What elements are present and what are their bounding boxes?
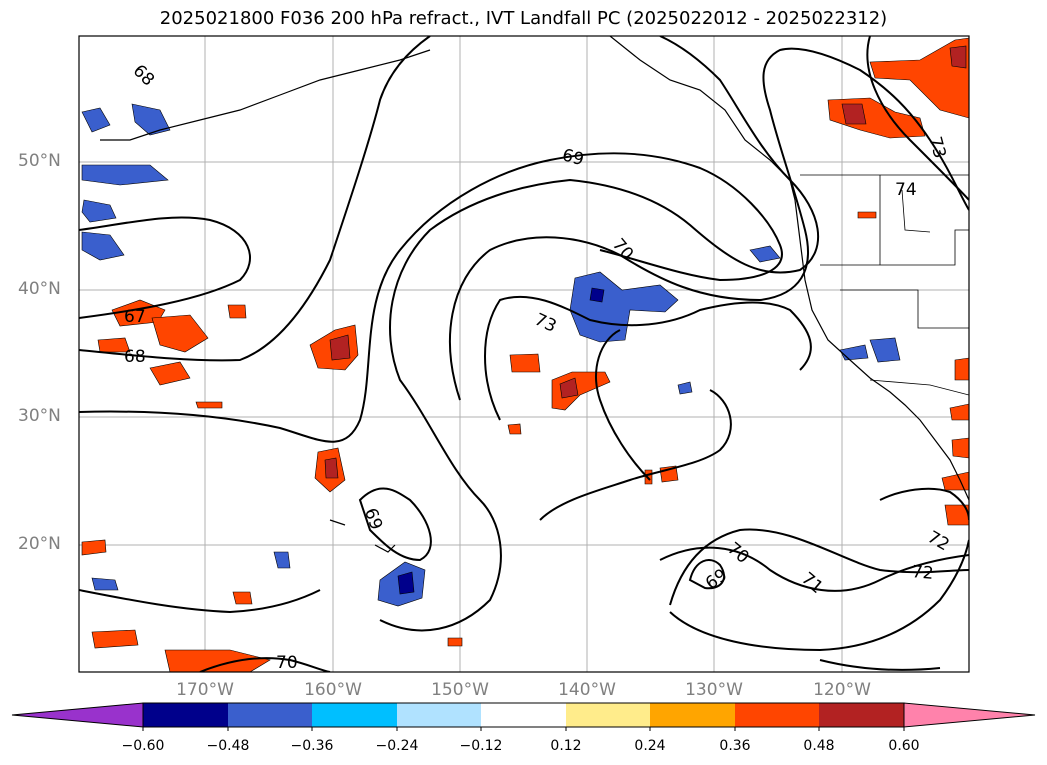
map-panel: 68 69 70 73 67 68 69 70 69 71 72 72 73 7… xyxy=(79,36,969,673)
contour-label: 68 xyxy=(124,347,146,367)
colorbar-tick-label: 0.48 xyxy=(803,738,835,754)
colorbar-segment xyxy=(312,703,397,727)
lat-label: 30°N xyxy=(18,406,61,426)
contour-label: 74 xyxy=(895,180,917,200)
colorbar-extend-min xyxy=(11,702,144,728)
colorbar-tick-label: 0.12 xyxy=(550,738,582,754)
colorbar-tick-label: 0.24 xyxy=(634,738,666,754)
lon-label: 160°W xyxy=(304,680,362,700)
plot-title: 2025021800 F036 200 hPa refract., IVT La… xyxy=(159,8,888,29)
colorbar xyxy=(11,702,1036,731)
lon-label: 130°W xyxy=(685,680,743,700)
colorbar-tick-label: 0.60 xyxy=(888,738,920,754)
contour-label: 69 xyxy=(560,145,586,170)
colorbar-tick-label: −0.36 xyxy=(290,738,334,754)
contour-label: 69 xyxy=(702,565,731,594)
political-borders xyxy=(800,174,969,396)
contour-label: 73 xyxy=(531,310,559,337)
contour-label: 67 xyxy=(124,307,146,327)
colorbar-segment xyxy=(481,703,566,727)
lon-label: 140°W xyxy=(558,680,616,700)
lon-label: 170°W xyxy=(176,680,234,700)
colorbar-tick-label: 0.36 xyxy=(719,738,751,754)
lat-label: 40°N xyxy=(18,279,61,299)
lon-label: 120°W xyxy=(813,680,871,700)
lat-label: 20°N xyxy=(18,534,61,554)
lon-label: 150°W xyxy=(431,680,489,700)
contour-label: 72 xyxy=(924,527,953,555)
map-frame xyxy=(78,35,970,673)
contour-label: 70 xyxy=(723,539,752,568)
colorbar-segment xyxy=(650,703,735,727)
contour-label: 68 xyxy=(129,61,158,90)
contour-label: 73 xyxy=(925,134,950,160)
shaded-anomaly-fields xyxy=(81,37,969,672)
colorbar-segment xyxy=(566,703,650,727)
colorbar-segment xyxy=(397,703,481,727)
graticule xyxy=(79,36,969,672)
colorbar-segment xyxy=(735,703,819,727)
colorbar-tick-label: −0.24 xyxy=(375,738,419,754)
colorbar-outline xyxy=(142,702,905,728)
contour-label: 70 xyxy=(276,653,298,673)
contour-label: 72 xyxy=(911,562,934,584)
coastline xyxy=(100,36,969,553)
contour-label: 71 xyxy=(797,569,826,598)
colorbar-segment xyxy=(819,703,904,727)
colorbar-segment xyxy=(143,703,228,727)
colorbar-segment xyxy=(228,703,312,727)
colorbar-tick-label: −0.48 xyxy=(206,738,250,754)
colorbar-extend-max xyxy=(903,702,1036,728)
lat-label: 50°N xyxy=(18,151,61,171)
contour-lines xyxy=(79,36,969,672)
colorbar-tick-label: −0.60 xyxy=(121,738,165,754)
colorbar-tick-label: −0.12 xyxy=(459,738,503,754)
